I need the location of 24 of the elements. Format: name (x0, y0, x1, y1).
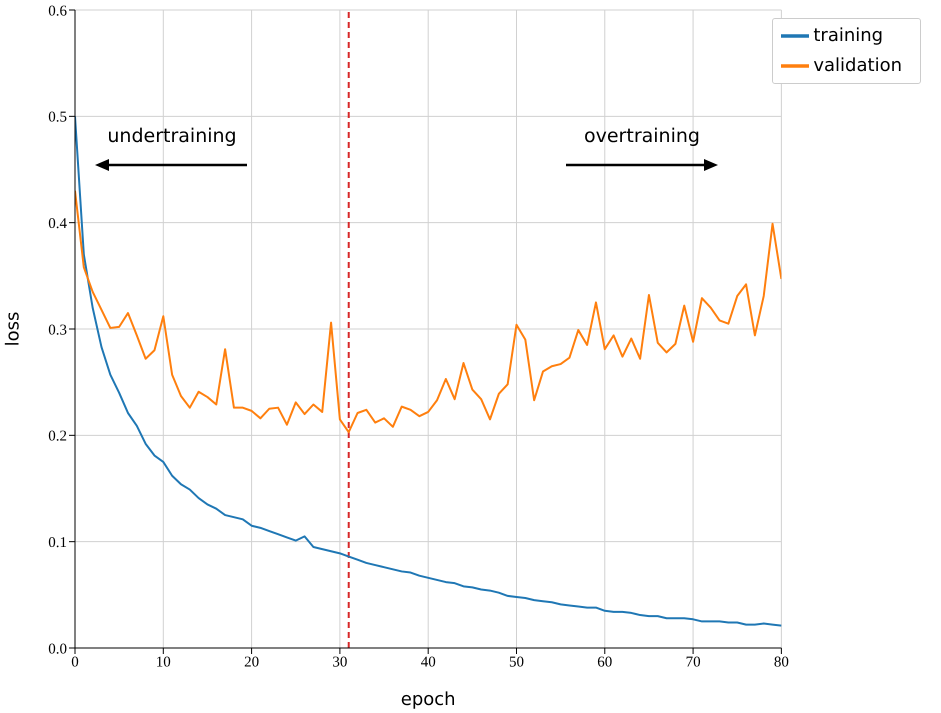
y-axis-title: loss (2, 312, 24, 346)
line-series (75, 115, 782, 627)
y-tick-label: 0.4 (48, 216, 68, 232)
x-axis-title: epoch (400, 689, 456, 710)
x-tick-label: 0 (71, 654, 79, 671)
x-tick-label: 40 (420, 654, 436, 671)
y-tick-label: 0.0 (48, 641, 67, 658)
annotation: undertraining (107, 125, 237, 147)
x-tick-label: 60 (597, 654, 612, 671)
y-tick-label: 0.1 (48, 534, 67, 551)
y-tick-label: 0.6 (48, 3, 68, 20)
annotation: overtraining (584, 125, 700, 147)
x-tick-label: 20 (244, 654, 260, 671)
legend-label: validation (813, 55, 902, 76)
y-tick-label: 0.3 (48, 322, 67, 338)
legend-label: training (813, 25, 884, 46)
x-tick-label: 70 (686, 654, 701, 671)
y-tick-label: 0.5 (48, 110, 67, 126)
x-tick-label: 50 (508, 654, 524, 671)
line-series (75, 190, 782, 434)
x-tick-label: 30 (332, 654, 348, 671)
y-tick-label: 0.2 (48, 428, 67, 445)
x-tick-label: 80 (774, 654, 789, 671)
x-tick-label: 10 (156, 654, 171, 671)
